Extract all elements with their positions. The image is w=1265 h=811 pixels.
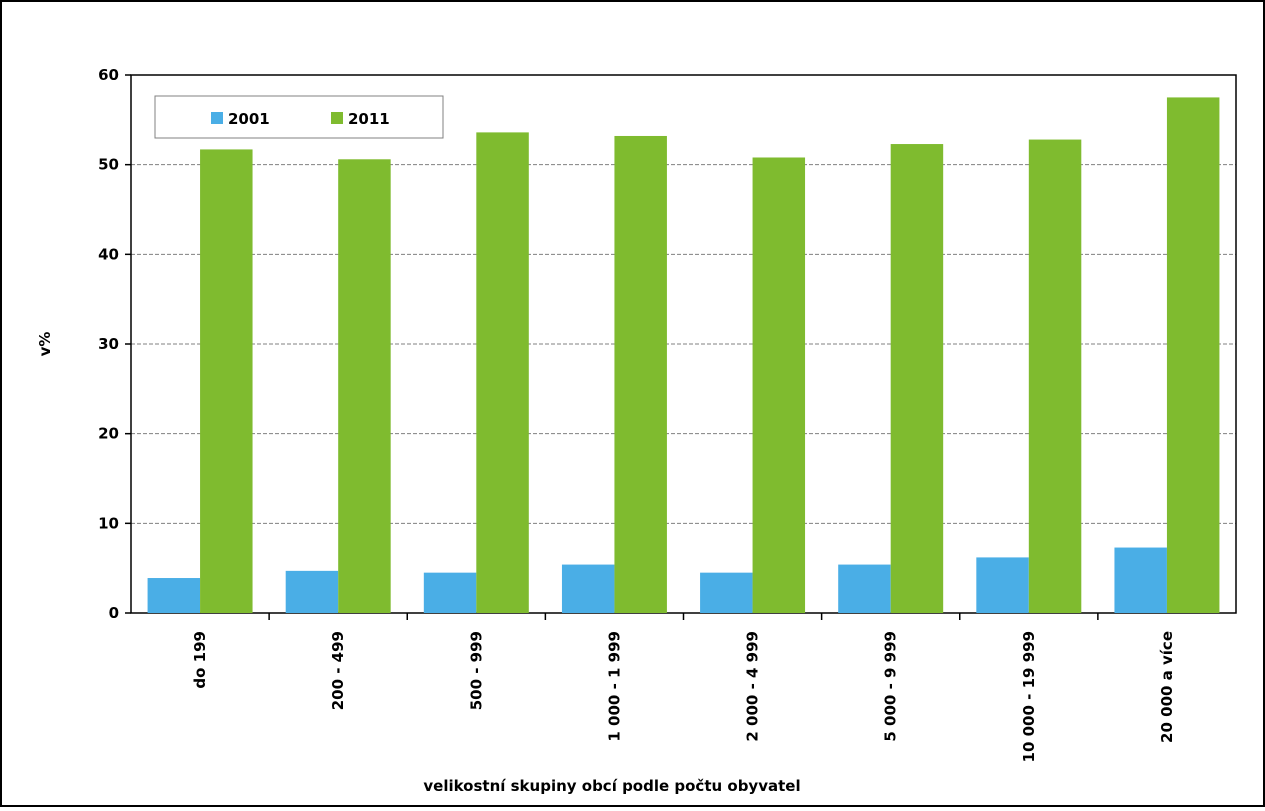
bar-2011-0 (200, 149, 253, 613)
axes: 0 10 20 30 40 50 60 do 199 200 - 499 500 - 999 1 0… (98, 66, 1176, 762)
bar-2001-3 (561, 564, 615, 613)
legend-label-2011: 2011 (348, 110, 390, 128)
bar-2001-4 (700, 572, 753, 613)
x-tick-label: 2 000 - 4 999 (744, 631, 762, 742)
y-tick-label: 10 (98, 514, 119, 532)
x-tick-label: 200 - 499 (329, 631, 347, 710)
bars (147, 97, 1220, 614)
x-tick-label: do 199 (191, 631, 209, 689)
bar-2011-3 (614, 135, 667, 613)
bar-2001-0 (147, 578, 201, 613)
y-tick-label: 60 (98, 66, 119, 84)
y-tick-label: 20 (98, 425, 119, 443)
x-tick-label: 5 000 - 9 999 (882, 631, 900, 742)
bar-2011-4 (752, 157, 806, 613)
legend-swatch-2011 (331, 112, 343, 124)
legend-label-2001: 2001 (228, 110, 270, 128)
y-axis-label: v% (36, 332, 54, 357)
x-tick-label: 1 000 - 1 999 (605, 631, 623, 742)
bar-2001-7 (1114, 547, 1167, 613)
bar-2011-1 (338, 159, 391, 613)
x-axis-label: velikostní skupiny obcí podle počtu obyv… (423, 777, 800, 795)
y-tick-label: 50 (98, 156, 119, 174)
bar-2011-5 (890, 144, 944, 613)
bar-2011-6 (1028, 139, 1082, 613)
legend: 2001 2011 (154, 95, 444, 139)
legend-box (154, 95, 444, 139)
bar-2001-6 (976, 557, 1029, 613)
x-tick-label: 20 000 a více (1158, 631, 1176, 743)
y-tick-label: 40 (98, 245, 119, 263)
y-tick-label: 0 (109, 604, 119, 622)
bar-2011-2 (476, 132, 529, 614)
legend-swatch-2001 (211, 112, 223, 124)
x-tick-label: 10 000 - 19 999 (1020, 631, 1038, 762)
x-tick-label: 500 - 999 (467, 631, 485, 710)
y-tick-label: 30 (98, 335, 119, 353)
bar-2011-7 (1166, 97, 1220, 613)
bar-2001-5 (838, 564, 891, 613)
bar-2001-2 (423, 572, 477, 613)
bar-2001-1 (285, 570, 339, 613)
